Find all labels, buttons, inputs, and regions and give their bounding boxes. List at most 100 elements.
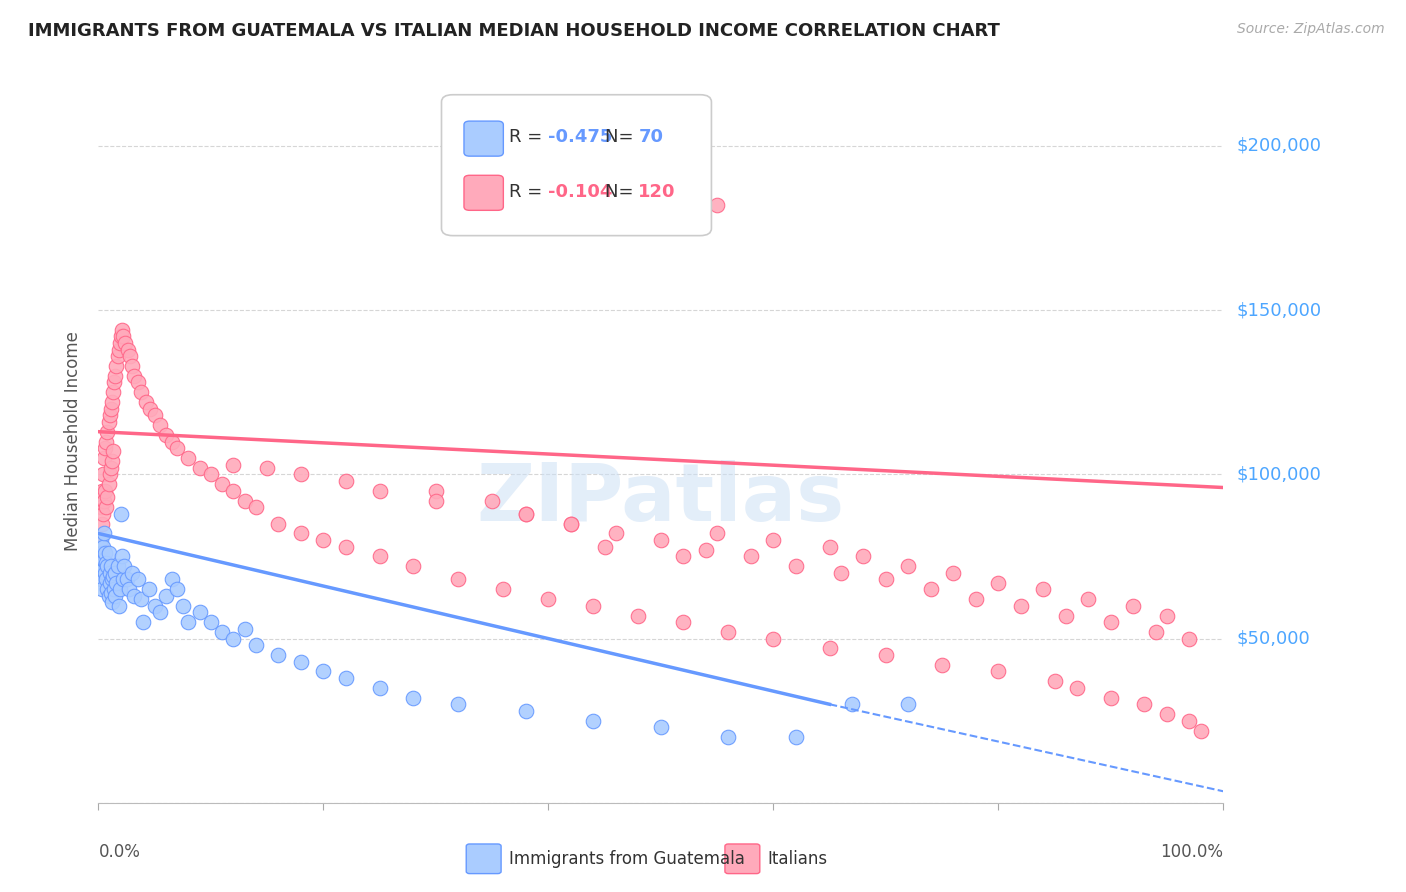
Text: 70: 70: [638, 128, 664, 145]
Point: [111, 549, 134, 564]
Point: [402, 559, 425, 574]
Point: [605, 526, 627, 541]
Point: [91, 563, 114, 577]
Point: [91, 467, 114, 482]
Point: [103, 376, 125, 390]
Point: [94, 441, 117, 455]
Point: [515, 507, 537, 521]
Point: [93, 450, 115, 465]
Point: [560, 516, 582, 531]
Point: [267, 516, 290, 531]
Text: R =: R =: [509, 128, 548, 145]
Point: [987, 575, 1010, 590]
Point: [582, 714, 605, 728]
Point: [875, 648, 897, 662]
Point: [177, 450, 200, 465]
Point: [650, 720, 672, 734]
Point: [706, 198, 728, 212]
Point: [98, 467, 121, 482]
Text: -0.475: -0.475: [548, 128, 613, 145]
Point: [93, 553, 115, 567]
Point: [111, 323, 134, 337]
Point: [94, 483, 117, 498]
Point: [222, 632, 245, 646]
Point: [200, 615, 222, 630]
Point: [841, 698, 863, 712]
Point: [897, 559, 920, 574]
Point: [290, 467, 312, 482]
Text: -0.104: -0.104: [548, 183, 613, 202]
Point: [89, 533, 111, 547]
Point: [188, 460, 211, 475]
Point: [124, 368, 146, 383]
Point: [335, 474, 357, 488]
Point: [1010, 599, 1032, 613]
Point: [97, 589, 120, 603]
Point: [118, 349, 141, 363]
Point: [290, 655, 312, 669]
Point: [1189, 723, 1212, 738]
Point: [368, 681, 391, 695]
Point: [101, 573, 124, 587]
Point: [1133, 698, 1156, 712]
Point: [138, 582, 160, 597]
Point: [160, 434, 183, 449]
Y-axis label: Median Household Income: Median Household Income: [65, 332, 83, 551]
Point: [672, 549, 695, 564]
Point: [108, 336, 131, 351]
Point: [481, 493, 503, 508]
Point: [98, 566, 121, 580]
Point: [740, 549, 762, 564]
Point: [593, 540, 616, 554]
Point: [107, 349, 129, 363]
Point: [132, 615, 155, 630]
Point: [104, 589, 127, 603]
Point: [245, 500, 267, 515]
Point: [127, 376, 149, 390]
FancyBboxPatch shape: [467, 844, 501, 873]
Point: [706, 526, 728, 541]
FancyBboxPatch shape: [464, 176, 503, 211]
Point: [875, 573, 897, 587]
Point: [93, 526, 115, 541]
Point: [107, 559, 129, 574]
Point: [222, 458, 245, 472]
Point: [537, 592, 560, 607]
Point: [695, 542, 717, 557]
Point: [100, 401, 122, 416]
Point: [762, 533, 785, 547]
Point: [91, 507, 114, 521]
Point: [90, 582, 112, 597]
Point: [200, 467, 222, 482]
Text: N=: N=: [605, 128, 638, 145]
Point: [447, 698, 470, 712]
Point: [233, 493, 256, 508]
Point: [90, 533, 112, 547]
Point: [1066, 681, 1088, 695]
FancyBboxPatch shape: [441, 95, 711, 235]
Point: [1178, 714, 1201, 728]
Point: [335, 671, 357, 685]
Point: [582, 599, 605, 613]
Point: [650, 533, 672, 547]
Point: [105, 359, 128, 373]
Point: [1032, 582, 1054, 597]
Point: [245, 638, 267, 652]
Point: [98, 409, 121, 423]
Point: [368, 483, 391, 498]
Point: [402, 690, 425, 705]
Text: ZIPatlas: ZIPatlas: [477, 460, 845, 539]
Point: [166, 441, 188, 455]
Point: [90, 540, 112, 554]
Point: [101, 595, 124, 609]
Point: [1099, 615, 1122, 630]
Point: [104, 368, 127, 383]
Point: [105, 575, 128, 590]
Point: [101, 395, 124, 409]
Point: [211, 477, 233, 491]
FancyBboxPatch shape: [464, 121, 503, 156]
Point: [97, 415, 120, 429]
Point: [94, 546, 117, 560]
Point: [96, 491, 118, 505]
Point: [96, 559, 118, 574]
